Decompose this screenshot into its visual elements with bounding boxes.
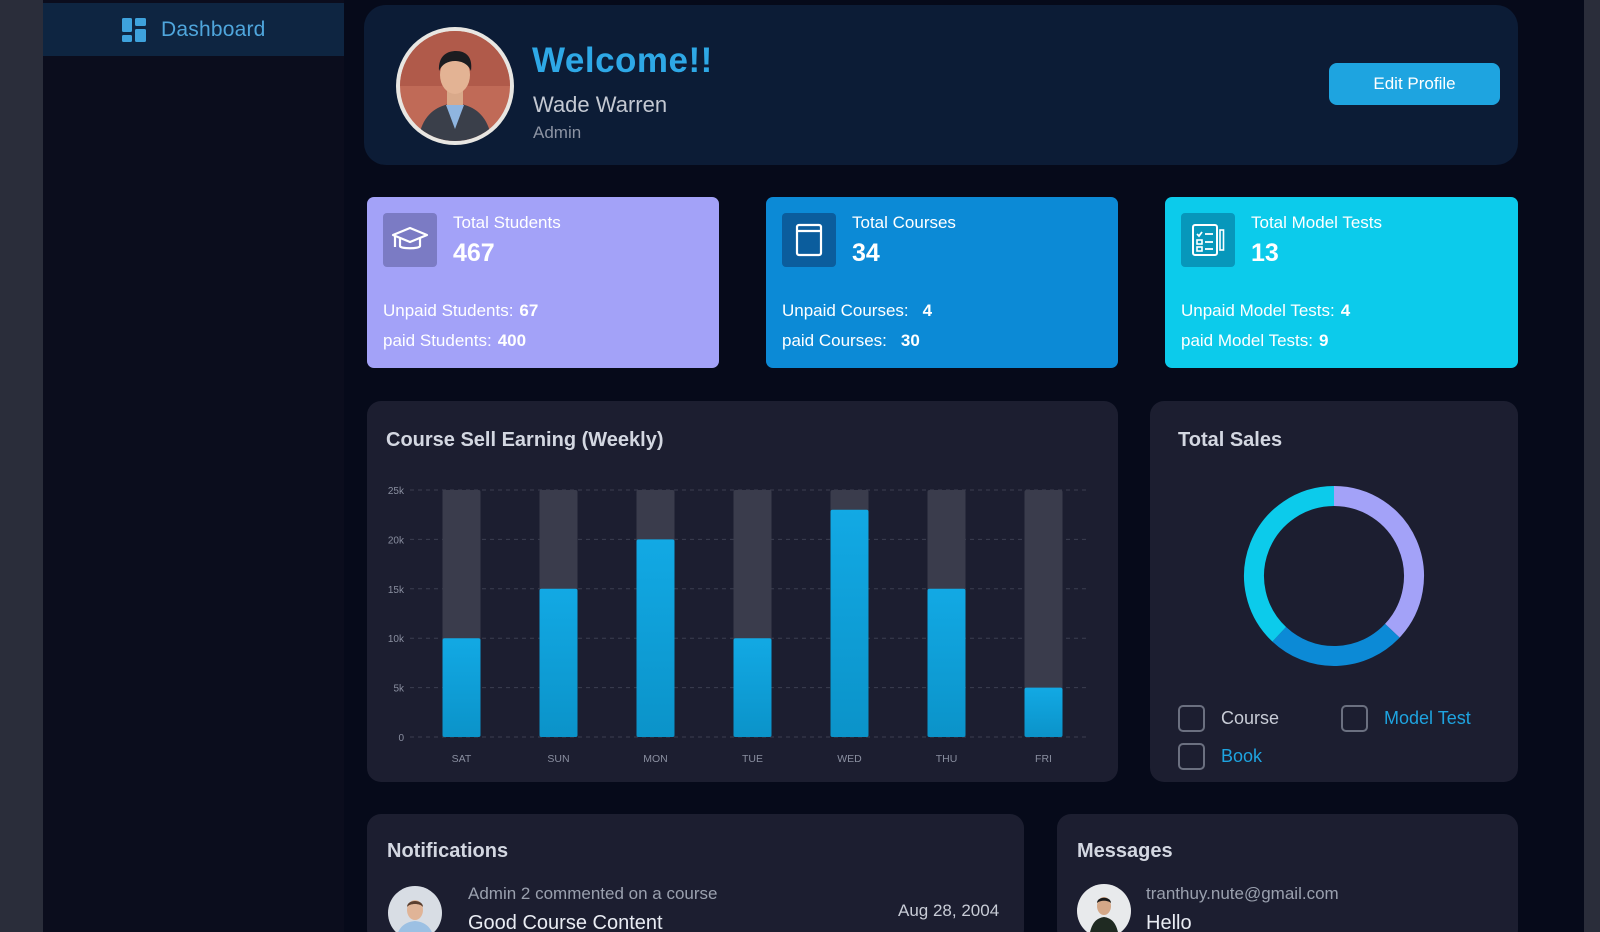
stat-title: Total Courses [852,213,956,232]
stat-value: 34 [852,239,880,267]
sidebar-item-label: Dashboard [161,17,266,41]
legend-label: Model Test [1384,708,1471,728]
stat-card-students[interactable]: Total Students 467 Unpaid Students: 67 pa… [367,197,719,368]
stat-title: Total Students [453,213,561,232]
screen-left-edge [0,0,43,932]
sidebar-item-dashboard[interactable]: Dashboard [43,3,344,56]
x-tick-label: FRI [1035,753,1052,765]
y-tick-label: 10k [388,634,405,645]
y-tick-label: 15k [388,585,405,596]
x-tick-label: SAT [452,753,472,765]
user-role: Admin [533,123,582,142]
donut-slice-course[interactable] [1333,486,1424,638]
x-tick-label: MON [643,753,668,765]
notification-text[interactable]: Good Course Content [468,912,663,932]
bar-track [1024,490,1063,737]
bar-tue[interactable] [733,638,772,737]
legend-checkbox[interactable] [1178,743,1205,770]
stat-unpaid-value: 4 [1340,301,1351,320]
messages-card: Messages tranthuy.nute@gmail.com Hello [1057,814,1518,932]
stat-unpaid-value: 4 [922,301,933,320]
x-tick-label: SUN [547,753,569,765]
edit-profile-button[interactable]: Edit Profile [1329,63,1500,105]
stat-value: 467 [453,239,495,267]
stat-card-courses[interactable]: Total Courses 34 Unpaid Courses: 4 paid C… [766,197,1118,368]
message-text[interactable]: Hello [1146,912,1192,932]
legend-label: Course [1221,708,1280,728]
bar-sat[interactable] [442,638,481,737]
legend-item-book[interactable]: Book [1178,743,1262,770]
profile-photo [400,31,510,141]
stat-paid-label: paid Students: [383,331,492,350]
stat-unpaid-label: Unpaid Model Tests: [1181,301,1335,320]
stat-unpaid-label: Unpaid Courses: [782,301,909,320]
stat-unpaid-value: 67 [519,301,539,320]
stat-paid-label: paid Courses: [782,331,887,350]
legend-checkbox[interactable] [1341,705,1368,732]
legend-label: Book [1221,746,1263,766]
notifications-title: Notifications [387,840,509,862]
stat-unpaid-row: Unpaid Students: 67 [383,301,538,321]
graduation-cap-icon [383,213,437,267]
stat-paid-row: paid Students: 400 [383,331,526,351]
stat-paid-value: 9 [1318,331,1329,350]
dashboard-grid-icon [122,17,146,42]
legend-item-course[interactable]: Course [1178,705,1279,732]
welcome-title: Welcome!! [532,41,713,80]
notifications-card: Notifications Admin 2 commented on a cou… [367,814,1024,932]
earning-bar-chart: 0 5k 10k 15k 20k 25k SAT SUN MON TUE WED THU FRI [388,486,1089,765]
notification-subtitle: Admin 2 commented on a course [468,884,718,903]
bar-sun[interactable] [539,588,578,737]
message-avatar [1077,884,1131,932]
stat-unpaid-row: Unpaid Model Tests: 4 [1181,301,1350,321]
legend-checkbox[interactable] [1178,705,1205,732]
screen-right-edge [1584,0,1600,932]
stat-paid-row: paid Model Tests: 9 [1181,331,1328,351]
bar-fri[interactable] [1024,687,1063,737]
y-tick-label: 5k [393,684,405,695]
message-sender[interactable]: tranthuy.nute@gmail.com [1146,884,1339,903]
stat-card-model-tests[interactable]: Total Model Tests 13 Unpaid Model Tests:… [1165,197,1518,368]
profile-avatar [396,27,514,145]
messages-title: Messages [1077,840,1173,862]
x-tick-label: TUE [742,753,763,765]
stat-title: Total Model Tests [1251,213,1383,232]
notification-date: Aug 28, 2004 [898,901,1000,920]
y-tick-label: 25k [388,486,405,497]
notification-avatar [388,886,442,932]
donut-slice-model-test[interactable] [1272,623,1400,666]
earning-chart-card: Course Sell Earning (Weekly) 0 5k 10k 15k 20… [367,401,1118,782]
y-tick-label: 20k [388,535,405,546]
stat-value: 13 [1251,239,1279,267]
donut-slice-book[interactable] [1244,486,1335,642]
x-tick-label: THU [936,753,958,765]
welcome-card: Welcome!! Wade Warren Admin Edit Profile [364,5,1518,165]
stat-unpaid-row: Unpaid Courses: 4 [782,301,932,321]
stat-paid-row: paid Courses: 30 [782,331,920,351]
x-tick-label: WED [837,753,862,765]
legend-item-model-test[interactable]: Model Test [1341,705,1471,732]
bar-wed[interactable] [830,509,869,737]
total-sales-card: Total Sales Course Model Test Book [1150,401,1518,782]
bar-mon[interactable] [636,539,675,737]
sidebar: Dashboard [43,0,344,932]
stat-paid-value: 400 [497,331,527,350]
stat-paid-label: paid Model Tests: [1181,331,1313,350]
test-checklist-icon [1181,213,1235,267]
stat-unpaid-label: Unpaid Students: [383,301,514,320]
earning-chart-title: Course Sell Earning (Weekly) [386,429,664,451]
book-icon [782,213,836,267]
stat-paid-value: 30 [900,331,920,350]
total-sales-donut-chart [1244,486,1424,666]
y-tick-label: 0 [398,733,404,744]
total-sales-title: Total Sales [1178,429,1283,451]
bar-thu[interactable] [927,588,966,737]
user-name: Wade Warren [533,92,668,117]
